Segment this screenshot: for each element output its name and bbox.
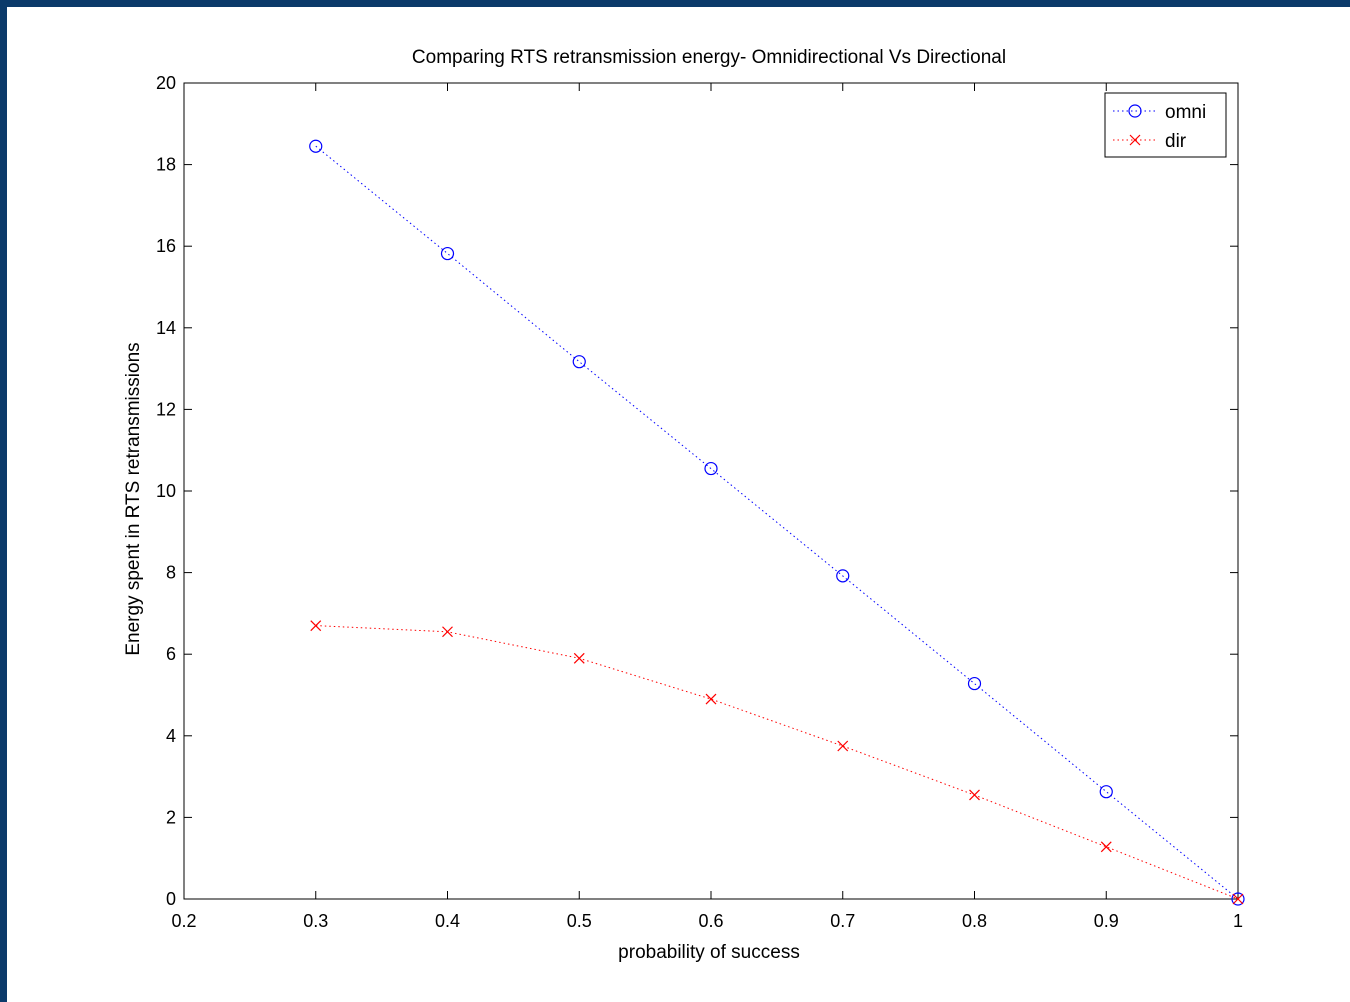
y-tick-label: 20 xyxy=(156,73,176,93)
line-chart: Comparing RTS retransmission energy- Omn… xyxy=(123,47,1245,963)
y-tick-label: 12 xyxy=(156,399,176,419)
y-tick-label: 0 xyxy=(166,889,176,909)
figure-canvas: Comparing RTS retransmission energy- Omn… xyxy=(7,7,1350,1002)
x-tick-label: 0.5 xyxy=(567,911,592,931)
y-tick-label: 10 xyxy=(156,481,176,501)
data-point-dir xyxy=(1232,893,1244,905)
y-tick-label: 4 xyxy=(166,726,176,746)
series-line-dir xyxy=(315,625,1239,900)
data-point-omni xyxy=(967,676,982,691)
x-tick-label: 0.9 xyxy=(1094,911,1119,931)
legend-label: omni xyxy=(1165,102,1206,123)
data-point-dir xyxy=(705,693,717,705)
data-point-dir xyxy=(442,626,453,638)
data-point-omni xyxy=(572,355,586,369)
x-tick-label: 0.6 xyxy=(698,911,723,931)
data-point-dir xyxy=(837,740,849,752)
legend-item-omni: omni xyxy=(1113,102,1206,123)
x-axis-label: probability of success xyxy=(618,942,800,963)
y-tick-label: 18 xyxy=(156,155,176,175)
legend-box xyxy=(1104,92,1227,158)
legend-marker xyxy=(1129,134,1141,146)
axis-ticks: 0.2 0.3 0.4 0.5 0.6 0.7 0.8 0.9 1024681012141618… xyxy=(156,73,1243,931)
legend-label: dir xyxy=(1165,131,1187,152)
data-point-omni xyxy=(1099,785,1113,799)
y-tick-label: 16 xyxy=(156,236,176,256)
data-point-dir xyxy=(573,652,585,664)
x-tick-label: 0.4 xyxy=(435,911,460,931)
legend-marker xyxy=(1128,104,1142,118)
series-group xyxy=(309,139,1245,906)
plot-area xyxy=(183,82,1239,900)
data-point-omni xyxy=(1231,892,1245,906)
data-point-dir xyxy=(310,620,322,632)
data-point-dir xyxy=(969,789,980,801)
data-point-dir xyxy=(1100,841,1112,853)
x-tick-label: 0.2 xyxy=(171,911,196,931)
legend-item-dir: dir xyxy=(1113,131,1187,152)
x-tick-label: 0.8 xyxy=(962,911,987,931)
y-tick-label: 6 xyxy=(166,644,176,664)
y-axis-label: Energy spent in RTS retransmissions xyxy=(123,342,144,655)
data-point-omni xyxy=(309,139,323,153)
data-point-omni xyxy=(836,569,850,583)
x-tick-label: 0.3 xyxy=(303,911,328,931)
legend: omni dir xyxy=(1104,92,1227,158)
data-point-omni xyxy=(440,246,455,261)
series-line-omni xyxy=(315,145,1239,900)
data-point-omni xyxy=(704,461,718,476)
y-tick-label: 14 xyxy=(156,318,176,338)
x-tick-label: 0.7 xyxy=(830,911,855,931)
chart-title: Comparing RTS retransmission energy- Omn… xyxy=(412,47,1006,68)
x-tick-label: 1 xyxy=(1233,911,1243,931)
y-tick-label: 8 xyxy=(166,563,176,583)
y-tick-label: 2 xyxy=(166,807,176,827)
